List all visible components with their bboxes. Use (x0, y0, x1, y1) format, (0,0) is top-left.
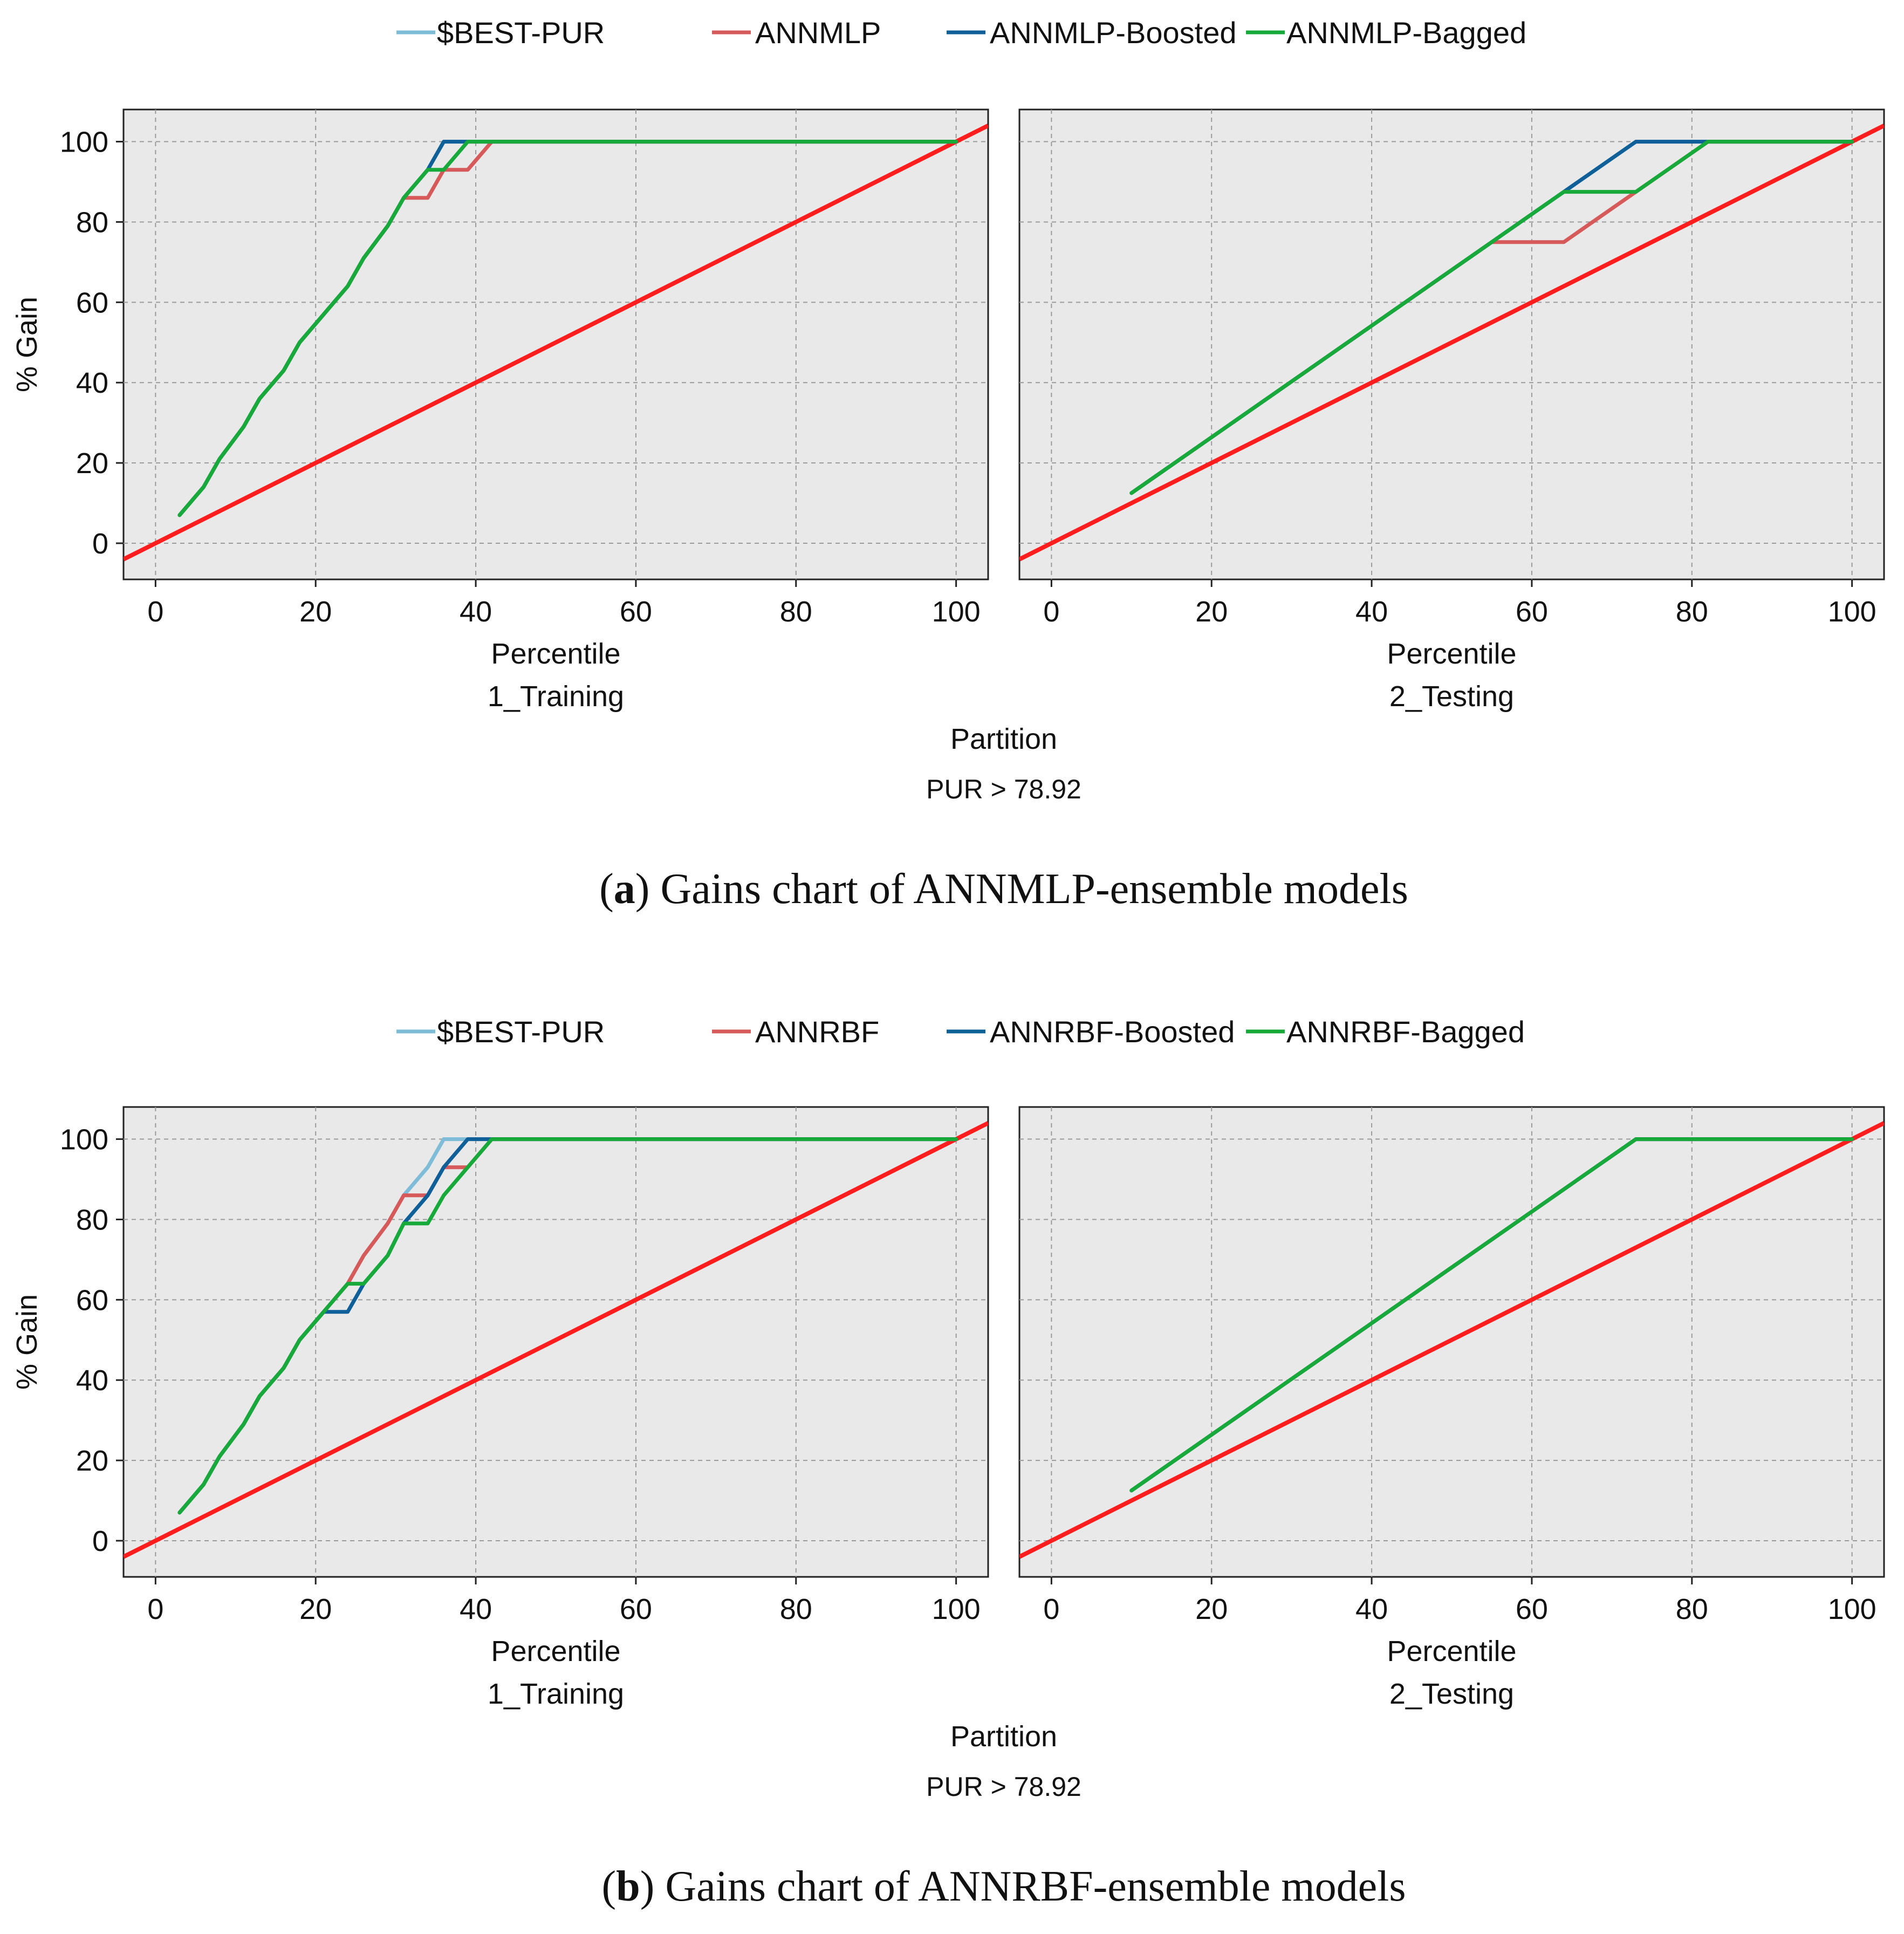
caption-paren-close: ) (635, 865, 661, 913)
panel-training: 0 20 40 60 80 100 0 20 40 60 80 100 % Gain Percentile… (11, 1106, 989, 1710)
y-tick-label: 80 (76, 206, 108, 238)
x-axis-label: Percentile (1387, 1635, 1516, 1668)
x-tick-label: 80 (780, 1593, 812, 1625)
y-axis-label: % Gain (11, 297, 43, 392)
caption-paren-open: ( (599, 865, 614, 913)
x-tick-label: 80 (1676, 1593, 1708, 1625)
panel-testing: 0 20 40 60 80 100 Percentile 2_Testing (1018, 108, 1885, 713)
y-tick-label: 100 (60, 126, 108, 159)
x-tick-label: 20 (299, 596, 332, 628)
caption-letter: b (616, 1863, 640, 1910)
x-tick-label: 100 (1828, 596, 1876, 628)
series-line-bagged (177, 1137, 958, 1515)
series-line-bagged (1129, 1137, 1854, 1493)
partition-name: 2_Testing (1389, 680, 1514, 713)
x-axis-label: Percentile (491, 1635, 620, 1668)
legend-label-best: $BEST-PUR (437, 16, 605, 50)
baseline-line (124, 1121, 988, 1559)
chart-b: $BEST-PUR ANNRBF ANNRBF-Boosted ANNRBF-Bagg… (11, 1015, 1885, 1910)
caption-letter: a (614, 865, 635, 913)
x-tick-label: 60 (620, 596, 652, 628)
x-tick-label: 40 (1355, 596, 1388, 628)
x-tick-label: 60 (1516, 1593, 1548, 1625)
partition-title: Partition (950, 723, 1057, 755)
partition-title: Partition (950, 1720, 1057, 1753)
x-tick-label: 100 (1828, 1593, 1876, 1625)
target-label: PUR > 78.92 (926, 1772, 1081, 1802)
panel-testing: 0 20 40 60 80 100 Percentile 2_Testing (1018, 1106, 1885, 1710)
y-tick-label: 0 (92, 528, 108, 560)
x-axis-label: Percentile (491, 638, 620, 670)
x-tick-label: 60 (1516, 596, 1548, 628)
x-tick-label: 100 (932, 596, 981, 628)
partition-name: 1_Training (488, 1678, 624, 1710)
x-tick-label: 0 (147, 1593, 163, 1625)
y-tick-label: 20 (76, 447, 108, 480)
series-line-bagged (177, 140, 958, 517)
x-tick-label: 0 (147, 596, 163, 628)
series-group (1019, 124, 1884, 562)
x-tick-label: 80 (780, 596, 812, 628)
legend-label-model: ANNMLP (755, 16, 881, 50)
caption-text: Gains chart of ANNRBF-ensemble models (665, 1863, 1406, 1910)
legend: $BEST-PUR ANNMLP ANNMLP-Boosted ANNMLP-Bagg… (396, 16, 1526, 50)
x-axis-label: Percentile (1387, 638, 1516, 670)
figure-caption: (a) Gains chart of ANNMLP-ensemble model… (599, 865, 1408, 913)
y-tick-label: 40 (76, 367, 108, 399)
baseline-line (1019, 124, 1884, 562)
y-tick-label: 40 (76, 1364, 108, 1397)
legend-label-boosted: ANNMLP-Boosted (990, 16, 1237, 50)
x-tick-label: 40 (460, 1593, 492, 1625)
x-tick-label: 20 (1195, 1593, 1228, 1625)
figure-caption: (b) Gains chart of ANNRBF-ensemble model… (602, 1863, 1406, 1910)
series-group (124, 124, 988, 562)
caption-text: Gains chart of ANNMLP-ensemble models (660, 865, 1408, 913)
legend-label-model: ANNRBF (755, 1015, 879, 1049)
legend-label-bagged: ANNMLP-Bagged (1286, 16, 1526, 50)
panel-training: 0 20 40 60 80 100 0 20 40 60 80 100 % Gain Percentile… (11, 108, 989, 713)
x-tick-label: 60 (620, 1593, 652, 1625)
x-tick-label: 0 (1043, 1593, 1059, 1625)
partition-name: 2_Testing (1389, 1678, 1514, 1710)
x-tick-label: 20 (299, 1593, 332, 1625)
legend-label-boosted: ANNRBF-Boosted (990, 1015, 1235, 1049)
x-tick-label: 20 (1195, 596, 1228, 628)
y-tick-label: 80 (76, 1204, 108, 1236)
x-tick-label: 100 (932, 1593, 981, 1625)
series-group (124, 1121, 988, 1559)
y-tick-label: 60 (76, 1284, 108, 1316)
baseline-line (124, 124, 988, 562)
y-tick-label: 0 (92, 1525, 108, 1557)
target-label: PUR > 78.92 (926, 774, 1081, 804)
chart-a: $BEST-PUR ANNMLP ANNMLP-Boosted ANNMLP-Bagg… (11, 16, 1885, 913)
baseline-line (1019, 1121, 1884, 1559)
x-tick-label: 0 (1043, 596, 1059, 628)
y-tick-label: 100 (60, 1124, 108, 1156)
y-tick-label: 20 (76, 1445, 108, 1477)
legend-label-bagged: ANNRBF-Bagged (1286, 1015, 1525, 1049)
y-tick-label: 60 (76, 286, 108, 319)
x-tick-label: 40 (1355, 1593, 1388, 1625)
caption-paren-open: ( (602, 1863, 617, 1910)
caption-paren-close: ) (640, 1863, 666, 1910)
x-tick-label: 40 (460, 596, 492, 628)
partition-name: 1_Training (488, 680, 624, 713)
legend-label-best: $BEST-PUR (437, 1015, 605, 1049)
series-group (1019, 1121, 1884, 1559)
y-axis-label: % Gain (11, 1294, 43, 1390)
series-line-bagged (1129, 140, 1854, 495)
legend: $BEST-PUR ANNRBF ANNRBF-Boosted ANNRBF-Bagg… (396, 1015, 1525, 1049)
x-tick-label: 80 (1676, 596, 1708, 628)
